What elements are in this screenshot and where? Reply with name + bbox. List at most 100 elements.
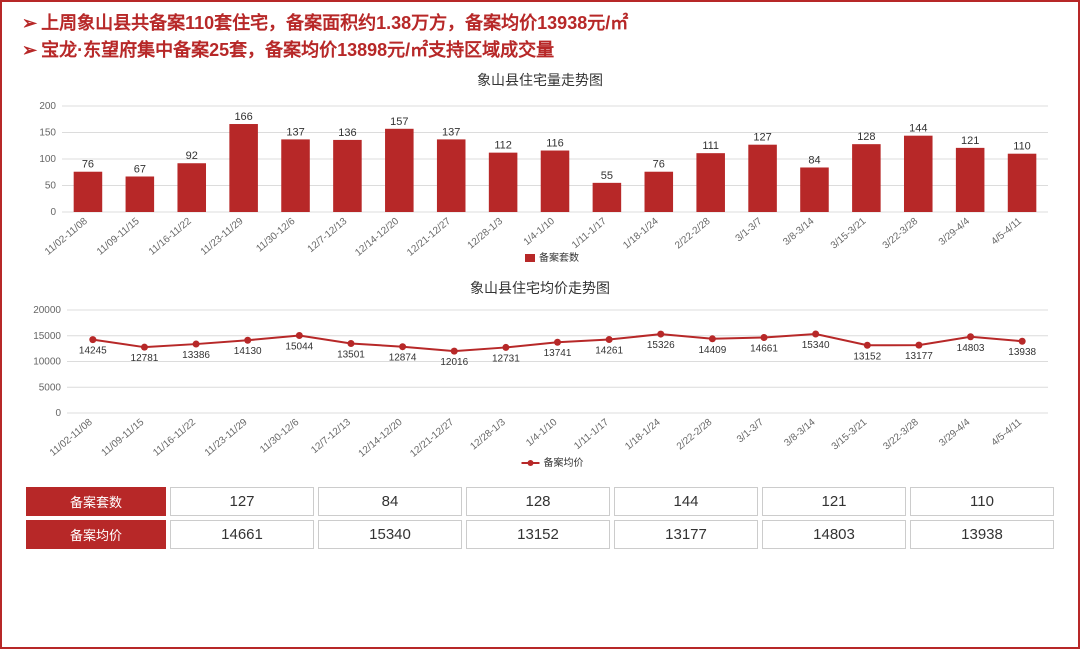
svg-text:50: 50 [45, 181, 57, 192]
x-axis-label: 3/29-4/4 [937, 216, 973, 248]
table-cell: 15340 [318, 520, 462, 549]
x-axis-label: 2/22-2/28 [675, 417, 715, 453]
line-marker [451, 348, 458, 355]
bar-value-label: 137 [442, 126, 460, 138]
bar-value-label: 127 [753, 132, 771, 144]
x-axis-label: 1/18-1/24 [623, 417, 663, 453]
bar [74, 172, 103, 212]
x-axis-label: 11/09-11/15 [100, 417, 147, 459]
bar [904, 136, 933, 212]
svg-text:20000: 20000 [33, 305, 61, 316]
bar [126, 176, 155, 212]
line-value-label: 14245 [79, 346, 107, 357]
bar-chart-title: 象山县住宅量走势图 [22, 70, 1058, 90]
bar-value-label: 111 [702, 140, 719, 152]
line-chart: 050001000015000200001424511/02-11/081278… [22, 300, 1058, 475]
line-value-label: 15340 [802, 340, 830, 351]
bar [385, 129, 414, 212]
line-marker [915, 342, 922, 349]
bar-chart-section: 象山县住宅量走势图 0501001502007611/02-11/086711/… [22, 70, 1058, 272]
line-value-label: 12016 [440, 357, 468, 368]
x-axis-label: 4/5-4/11 [989, 216, 1024, 248]
svg-text:200: 200 [39, 101, 56, 112]
bar [489, 153, 518, 212]
x-axis-label: 3/22-3/28 [881, 216, 921, 252]
bar-value-label: 112 [494, 140, 512, 152]
line-chart-section: 象山县住宅均价走势图 050001000015000200001424511/0… [22, 278, 1058, 475]
bar-value-label: 76 [82, 159, 94, 171]
bar-value-label: 116 [546, 138, 564, 150]
bar [229, 124, 258, 212]
bar-value-label: 121 [961, 135, 979, 147]
x-axis-label: 12/21-12/27 [408, 417, 456, 460]
table-cell: 14661 [170, 520, 314, 549]
x-axis-label: 11/16-11/22 [151, 417, 198, 459]
x-axis-label: 4/5-4/11 [990, 417, 1025, 449]
line-marker [89, 336, 96, 343]
headline-1: 上周象山县共备案110套住宅，备案面积约1.38万方，备案均价13938元/㎡ [22, 10, 1058, 37]
headline-2: 宝龙·东望府集中备案25套，备案均价13898元/㎡支持区域成交量 [22, 37, 1058, 64]
bar-value-label: 128 [857, 131, 875, 143]
table-cell: 127 [170, 487, 314, 516]
svg-text:100: 100 [39, 154, 56, 165]
bar-value-label: 136 [338, 127, 356, 139]
x-axis-label: 1/11-1/17 [570, 216, 609, 251]
svg-text:0: 0 [50, 207, 56, 218]
bar-chart: 0501001502007611/02-11/086711/09-11/1592… [22, 92, 1058, 272]
line-marker [141, 344, 148, 351]
bar [800, 167, 829, 212]
bar [696, 153, 725, 212]
x-axis-label: 3/8-3/14 [782, 417, 818, 449]
line-marker [812, 330, 819, 337]
bar [593, 183, 622, 212]
line-value-label: 13177 [905, 351, 933, 362]
bar-value-label: 84 [808, 154, 820, 166]
x-axis-label: 12/14-12/20 [357, 417, 405, 460]
line-marker [193, 341, 200, 348]
line-marker [761, 334, 768, 341]
line-value-label: 15326 [647, 340, 675, 351]
svg-text:10000: 10000 [33, 357, 61, 368]
x-axis-label: 3/15-3/21 [830, 417, 870, 453]
bar-value-label: 92 [186, 150, 198, 162]
line-marker [709, 335, 716, 342]
x-axis-label: 2/22-2/28 [673, 216, 713, 252]
line-marker [606, 336, 613, 343]
x-axis-label: 12/28-1/3 [468, 417, 508, 453]
line-value-label: 14261 [595, 346, 623, 357]
bar [437, 139, 466, 212]
bar-legend-label: 备案套数 [539, 251, 579, 264]
x-axis-label: 12/7-12/13 [306, 216, 350, 255]
line-value-label: 14803 [957, 343, 985, 354]
x-axis-label: 11/02-11/08 [43, 216, 90, 258]
x-axis-label: 12/28-1/3 [466, 216, 506, 252]
svg-text:0: 0 [55, 408, 61, 419]
table-cell: 128 [466, 487, 610, 516]
x-axis-label: 1/4-1/10 [524, 417, 560, 449]
line-value-label: 15044 [285, 342, 313, 353]
line-marker [296, 332, 303, 339]
table-cell: 13938 [910, 520, 1054, 549]
bar-value-label: 166 [234, 111, 252, 123]
line-legend-label: 备案均价 [544, 456, 584, 469]
x-axis-label: 1/4-1/10 [522, 216, 558, 248]
bar [852, 144, 881, 212]
line-marker [502, 344, 509, 351]
line-marker [554, 339, 561, 346]
x-axis-label: 12/14-12/20 [353, 216, 401, 259]
line-value-label: 13741 [544, 348, 572, 359]
bar [541, 151, 570, 212]
bar-value-label: 76 [653, 159, 665, 171]
line-marker [244, 337, 251, 344]
svg-text:5000: 5000 [39, 382, 62, 393]
table-cell: 13177 [614, 520, 758, 549]
x-axis-label: 11/30-12/6 [254, 216, 297, 255]
line-value-label: 13386 [182, 350, 210, 361]
table-cell: 110 [910, 487, 1054, 516]
x-axis-label: 3/29-4/4 [937, 417, 973, 449]
bar-value-label: 157 [390, 116, 408, 128]
table-cell: 14803 [762, 520, 906, 549]
bar [956, 148, 985, 212]
x-axis-label: 3/22-3/28 [881, 417, 921, 453]
svg-text:15000: 15000 [33, 331, 61, 342]
